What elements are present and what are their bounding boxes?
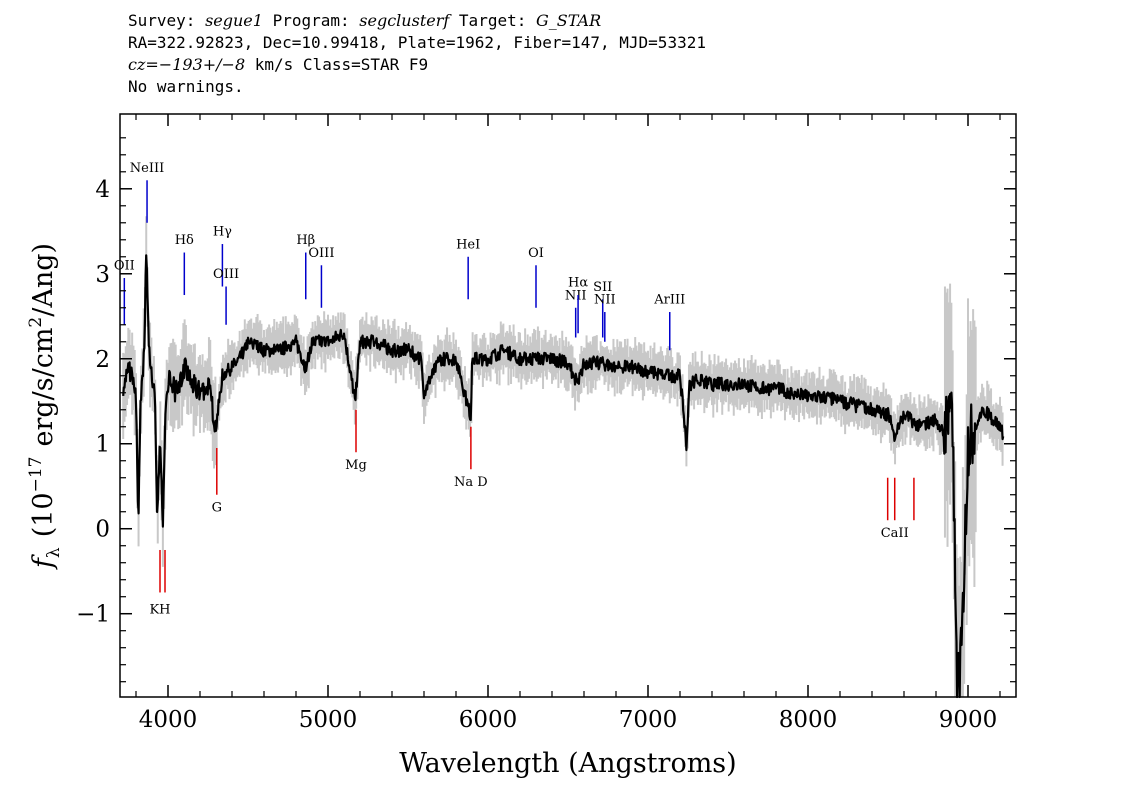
y-tick-label: −1: [76, 602, 110, 628]
spectral-line-label: OIII: [308, 246, 334, 261]
header-line-redshift: cz=−193+/−8 km/s Class=STAR F9: [128, 54, 706, 76]
x-tick-label: 4000: [139, 707, 198, 733]
y-tick-label: 4: [95, 177, 110, 203]
y-tick-label: 1: [95, 432, 110, 458]
spectral-line-label: NII: [565, 288, 587, 303]
spectral-line-label: Mg: [345, 458, 367, 473]
spectral-line-label: G: [212, 501, 222, 516]
y-tick-label: 2: [95, 347, 110, 373]
spectral-line-label: NII: [594, 293, 616, 308]
survey-value: segue1: [205, 11, 263, 30]
target-label: Target:: [458, 11, 527, 30]
spectral-line-label: CaII: [881, 526, 909, 541]
spectral-line-label: OIII: [213, 267, 239, 282]
x-tick-label: 6000: [459, 707, 518, 733]
cz-value: −193+/−8: [158, 55, 246, 74]
error-band-layer: [122, 216, 1004, 697]
y-axis-exponent: −17: [26, 457, 46, 493]
spectral-line-label: SII: [593, 280, 612, 295]
spectral-line-label: Hβ: [296, 233, 315, 248]
spectral-line-label: HeI: [456, 237, 480, 252]
x-tick-label: 7000: [619, 707, 678, 733]
class-text: km/s Class=STAR F9: [245, 55, 429, 74]
flux-layer: [122, 254, 1005, 699]
spectral-line-label: Hδ: [175, 233, 194, 248]
y-axis-unit-b: erg/s/cm: [28, 328, 59, 447]
cz-label: cz=: [128, 55, 159, 74]
y-axis-title: fλ(10−17erg/s/cm2/Ang): [26, 243, 64, 570]
x-tick-label: 8000: [779, 707, 838, 733]
x-tick-label: 9000: [939, 707, 998, 733]
spectral-line-label: Hα: [568, 276, 588, 291]
plot-frame: [119, 113, 1017, 698]
program-label: Program:: [272, 11, 350, 30]
spectral-line-label: NeIII: [130, 161, 164, 176]
spectral-line-label: KH: [149, 603, 170, 618]
spectral-line-label: OII: [114, 259, 135, 274]
y-tick-label: 3: [95, 262, 110, 288]
x-axis-title: Wavelength (Angstroms): [399, 748, 736, 779]
spectrum-header: Survey: segue1 Program: segclusterf Targ…: [128, 10, 706, 98]
target-value: G_STAR: [536, 11, 602, 30]
header-line-survey: Survey: segue1 Program: segclusterf Targ…: [128, 10, 706, 32]
program-value: segclusterf: [359, 11, 450, 30]
spectral-line-label: Na D: [454, 475, 488, 490]
spectral-line-label: OI: [528, 246, 544, 261]
y-axis-unit-c: /Ang): [28, 243, 59, 317]
spectral-line-label: ArIII: [653, 293, 685, 308]
header-line-warnings: No warnings.: [128, 77, 244, 96]
spectral-line-label: Hγ: [213, 225, 232, 240]
y-tick-label: 0: [95, 517, 110, 543]
axis-ticks: 4000 5000 6000 7000 8000 9000 −1 0 1 2 3 4: [76, 114, 1016, 733]
y-axis-exponent-2: 2: [26, 317, 46, 328]
header-line-coordinates: RA=322.92823, Dec=10.99418, Plate=1962, …: [128, 33, 706, 52]
survey-label: Survey:: [128, 11, 196, 30]
flux-line: [122, 254, 1005, 699]
y-axis-subscript: λ: [44, 547, 64, 558]
y-axis-unit-a: (10: [28, 492, 59, 537]
x-tick-label: 5000: [299, 707, 358, 733]
